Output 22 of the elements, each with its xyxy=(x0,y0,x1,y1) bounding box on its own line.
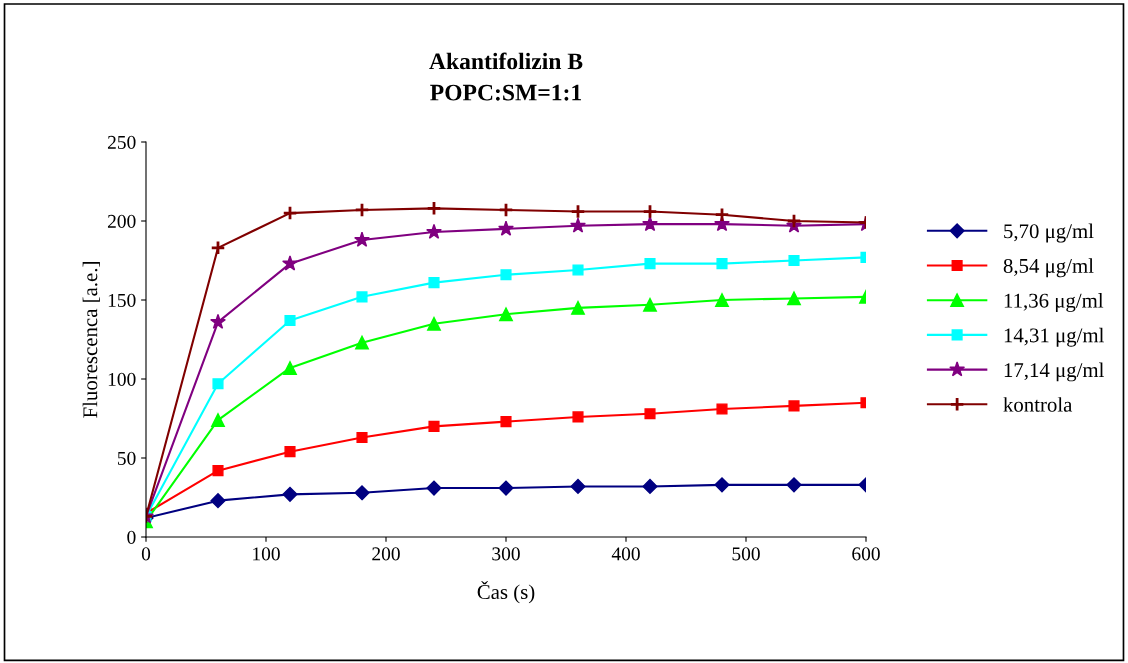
legend-label: 14,31 μg/ml xyxy=(1004,327,1104,347)
y-tick-label: 100 xyxy=(108,372,136,386)
x-tick-label: 600 xyxy=(852,547,880,561)
chart-title: Akantifolizin B POPC:SM=1:1 xyxy=(429,52,583,101)
y-tick-label: 250 xyxy=(107,135,136,149)
x-tick-label: 100 xyxy=(253,547,280,561)
x-tick-label: 200 xyxy=(372,547,400,561)
x-tick-label: 0 xyxy=(141,547,151,561)
x-tick-label: 300 xyxy=(492,547,520,561)
y-tick-label: 0 xyxy=(127,530,136,544)
x-tick-label: 500 xyxy=(732,547,760,561)
y-tick-label: 150 xyxy=(108,293,136,307)
y-axis-title: Fluorescenca [a.e.] xyxy=(82,262,100,418)
x-axis-title: Čas (s) xyxy=(477,581,535,604)
legend-label: kontrola xyxy=(1003,397,1073,412)
legend-label: 17,14 μg/ml xyxy=(1004,362,1104,382)
legend-label: 5,70 μg/ml xyxy=(1004,223,1094,243)
y-tick-label: 50 xyxy=(117,451,136,465)
legend-label: 11,36 μg/ml xyxy=(1004,293,1104,312)
x-tick-label: 400 xyxy=(611,547,640,561)
y-tick-label: 200 xyxy=(107,214,136,228)
legend-label: 8,54 μg/ml xyxy=(1003,258,1094,278)
